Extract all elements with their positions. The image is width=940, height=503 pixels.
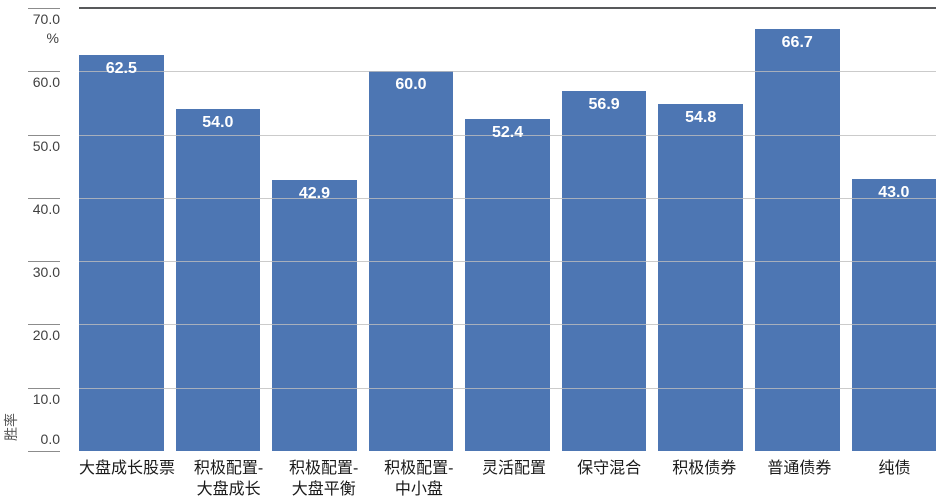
x-category-label-line: 大盘成长股票 bbox=[79, 460, 176, 477]
x-category-label: 普通债券 bbox=[758, 458, 841, 500]
y-tick-label: 50.0 bbox=[32, 137, 60, 154]
x-category-label: 纯债 bbox=[853, 458, 936, 500]
x-category-label-line: 中小盘 bbox=[394, 481, 443, 498]
y-tick-label: 20.0 bbox=[32, 327, 60, 344]
x-category-label: 保守混合 bbox=[568, 458, 651, 500]
x-category-label: 积极债券 bbox=[663, 458, 746, 500]
y-tick-label: 40.0 bbox=[32, 200, 60, 217]
bar bbox=[658, 104, 743, 451]
x-axis: 大盘成长股票 积极配置- 大盘成长 积极配置- 大盘平衡 积极配置- 中小盘 灵活配置 保守混合… bbox=[79, 458, 936, 500]
bar bbox=[851, 178, 937, 451]
x-category-label: 积极配置- 大盘平衡 bbox=[282, 458, 365, 500]
gridline bbox=[79, 71, 936, 73]
x-category-label-line: 积极配置- bbox=[193, 460, 264, 477]
y-axis-unit-label: % bbox=[46, 30, 59, 46]
x-category-label-line: 保守混合 bbox=[577, 460, 642, 477]
y-tick-label: 0.0 bbox=[40, 431, 60, 447]
x-category-label-line: 普通债券 bbox=[767, 460, 832, 477]
y-tick-mark bbox=[28, 8, 60, 9]
bars-layer bbox=[79, 8, 937, 451]
x-category-label-line: 纯债 bbox=[878, 460, 911, 477]
bar bbox=[272, 179, 357, 451]
bar bbox=[754, 28, 840, 451]
x-category-label-line: 积极债券 bbox=[672, 460, 737, 477]
y-tick-mark bbox=[28, 387, 60, 389]
x-category-label-line: 积极配置- bbox=[384, 460, 454, 477]
x-category-label-line: 大盘成长 bbox=[196, 481, 261, 498]
x-category-label: 积极配置- 大盘成长 bbox=[187, 458, 270, 500]
plot-area: 62.5 54.0 42.9 60.0 52.4 56.9 54.8 66.7 43.0 bbox=[79, 7, 937, 451]
x-category-label-line: 灵活配置 bbox=[481, 460, 546, 477]
y-tick-mark bbox=[28, 134, 60, 136]
y-tick-mark bbox=[28, 71, 60, 73]
y-tick-label: 70.0 bbox=[32, 11, 60, 27]
y-tick-mark bbox=[28, 324, 60, 326]
gridline bbox=[79, 387, 936, 389]
bar bbox=[175, 109, 261, 451]
y-axis: % 0.0 10.0 20.0 30.0 40.0 50.0 60.0 70.0 bbox=[0, 8, 62, 452]
x-category-label: 灵活配置 bbox=[472, 458, 555, 500]
y-tick-label: 10.0 bbox=[32, 390, 60, 407]
y-tick-label: 30.0 bbox=[32, 264, 60, 281]
x-category-label: 大盘成长股票 bbox=[79, 458, 175, 500]
x-category-label-line: 大盘平衡 bbox=[291, 481, 356, 498]
y-tick-label: 60.0 bbox=[32, 74, 60, 91]
plot-top-border bbox=[79, 7, 936, 9]
gridline bbox=[79, 197, 936, 199]
gridline bbox=[79, 324, 936, 326]
bar bbox=[79, 55, 164, 451]
x-category-label-line: 积极配置- bbox=[289, 460, 359, 477]
bar bbox=[561, 90, 647, 451]
y-tick-mark bbox=[28, 197, 60, 199]
x-category-label: 积极配置- 中小盘 bbox=[377, 458, 460, 500]
bar bbox=[465, 119, 550, 451]
gridline bbox=[79, 134, 936, 136]
gridline bbox=[79, 261, 936, 263]
y-tick-mark bbox=[28, 451, 60, 452]
y-tick-mark bbox=[28, 261, 60, 263]
y-axis-title: 胜率 bbox=[3, 413, 19, 441]
